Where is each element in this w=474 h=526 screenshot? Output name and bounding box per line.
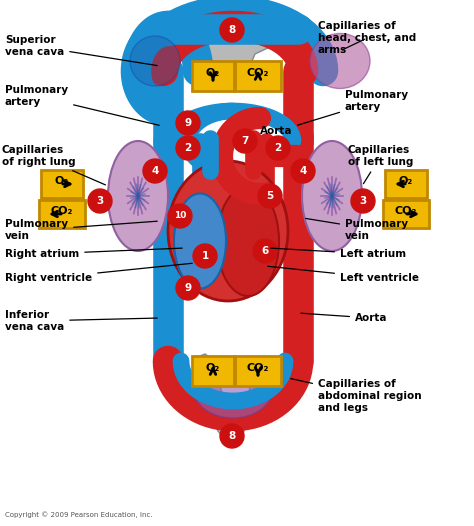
Text: Pulmonary
vein: Pulmonary vein [5,219,157,241]
Text: 4: 4 [299,166,307,176]
Text: Capillaries
of right lung: Capillaries of right lung [2,145,105,185]
Circle shape [233,129,257,153]
Text: 2: 2 [274,143,282,153]
Text: Copyright © 2009 Pearson Education, Inc.: Copyright © 2009 Pearson Education, Inc. [5,511,153,518]
FancyBboxPatch shape [39,200,85,228]
Circle shape [351,189,375,213]
Ellipse shape [130,36,180,86]
Text: 2: 2 [184,143,191,153]
Text: 1: 1 [201,251,209,261]
Ellipse shape [193,358,273,418]
Circle shape [253,239,277,263]
FancyBboxPatch shape [383,200,429,228]
Circle shape [216,0,248,32]
Text: 10: 10 [174,211,186,220]
Text: Pulmonary
artery: Pulmonary artery [5,85,159,125]
FancyBboxPatch shape [41,170,83,198]
Ellipse shape [174,194,226,288]
Circle shape [176,276,200,300]
Text: Left ventricle: Left ventricle [268,266,419,283]
Circle shape [143,159,167,183]
Text: 7: 7 [241,136,249,146]
Text: O₂: O₂ [399,176,413,186]
Text: O₂: O₂ [206,68,220,78]
Text: 8: 8 [228,25,236,35]
Circle shape [168,204,192,228]
Circle shape [193,244,217,268]
Text: 3: 3 [359,196,366,206]
Circle shape [176,111,200,135]
Text: 3: 3 [96,196,104,206]
Circle shape [220,18,244,42]
FancyBboxPatch shape [235,61,281,91]
FancyBboxPatch shape [192,356,234,386]
Text: Right ventricle: Right ventricle [5,264,192,283]
Polygon shape [195,24,272,71]
Ellipse shape [168,161,288,301]
Text: Left atrium: Left atrium [271,248,406,259]
Ellipse shape [310,34,370,88]
FancyBboxPatch shape [192,61,234,91]
Text: CO₂: CO₂ [247,363,269,373]
Text: 9: 9 [184,283,191,293]
Text: Aorta: Aorta [301,313,388,323]
Text: Inferior
vena cava: Inferior vena cava [5,310,157,332]
Text: O₂: O₂ [206,363,220,373]
Text: 9: 9 [184,118,191,128]
Text: Pulmonary
artery: Pulmonary artery [298,90,408,125]
Text: CO₂: CO₂ [395,206,417,216]
Ellipse shape [217,186,279,296]
Circle shape [291,159,315,183]
Text: 8: 8 [228,431,236,441]
Text: Pulmonary
vein: Pulmonary vein [306,218,408,241]
Polygon shape [228,358,265,439]
Text: Capillaries of
abdominal region
and legs: Capillaries of abdominal region and legs [291,379,422,412]
Text: Right atrium: Right atrium [5,248,182,259]
Text: CO₂: CO₂ [51,206,73,216]
FancyBboxPatch shape [235,356,281,386]
Circle shape [220,424,244,448]
Text: Capillaries
of left lung: Capillaries of left lung [348,145,413,184]
Text: O₂: O₂ [55,176,69,186]
Circle shape [88,189,112,213]
Text: Superior
vena cava: Superior vena cava [5,35,157,66]
Circle shape [266,136,290,160]
Circle shape [258,184,282,208]
Circle shape [176,136,200,160]
Ellipse shape [302,141,362,251]
Text: Aorta: Aorta [260,126,292,136]
Text: 6: 6 [261,246,269,256]
Text: Capillaries of
head, chest, and
arms: Capillaries of head, chest, and arms [318,22,416,55]
FancyBboxPatch shape [385,170,427,198]
Polygon shape [195,354,228,436]
Text: 4: 4 [151,166,159,176]
Text: CO₂: CO₂ [247,68,269,78]
Text: 5: 5 [266,191,273,201]
Ellipse shape [108,141,168,251]
